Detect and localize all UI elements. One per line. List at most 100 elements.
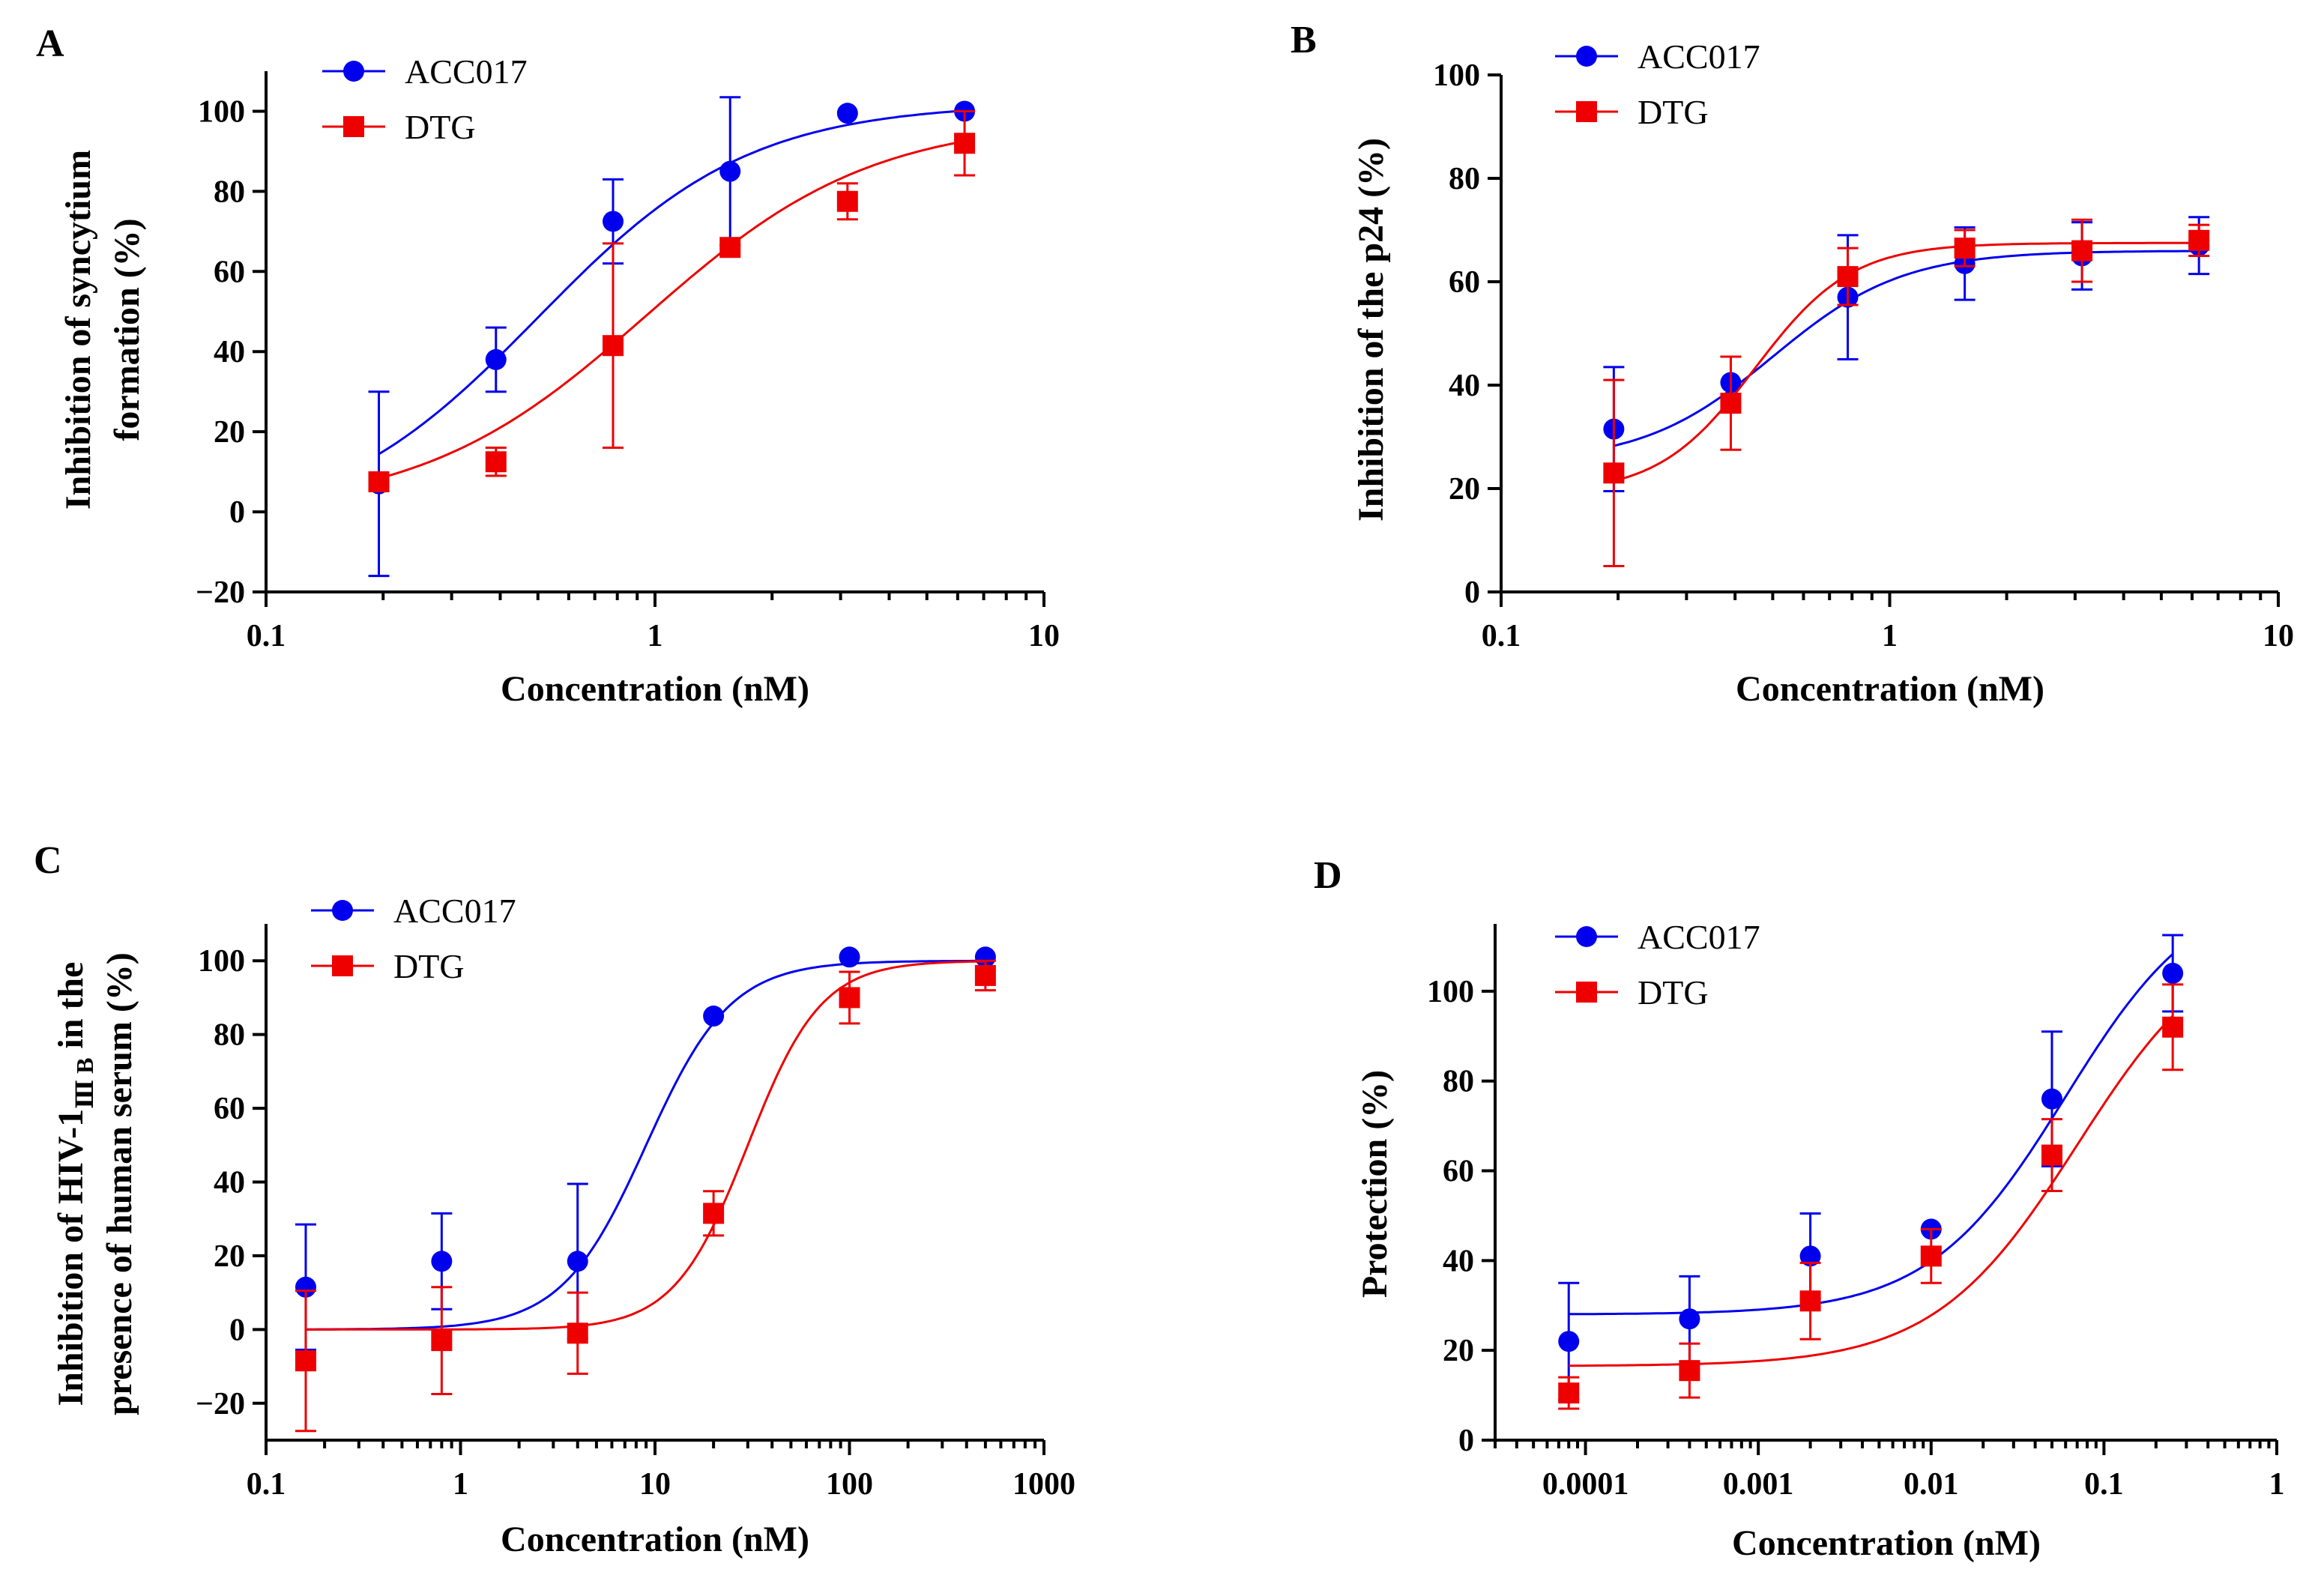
x-tick-label: 1 xyxy=(1882,619,1898,653)
legend-label: DTG xyxy=(1638,93,1709,131)
x-tick-label: 0.001 xyxy=(1723,1467,1794,1502)
x-axis-title: Concentration (nM) xyxy=(501,669,809,709)
data-point xyxy=(2041,1088,2062,1110)
data-point xyxy=(2188,229,2210,251)
data-point xyxy=(1799,1290,1821,1312)
legend-label: ACC017 xyxy=(1638,37,1760,76)
legend: ACC017 DTG xyxy=(311,892,516,985)
panel-letter: D xyxy=(1314,854,1342,897)
data-point xyxy=(431,1330,453,1352)
y-tick-label: 60 xyxy=(214,255,245,289)
y-tick-label: 20 xyxy=(1449,472,1480,507)
x-tick-label: 1000 xyxy=(1012,1467,1075,1502)
y-axis-title: Inhibition of the p24 (%) xyxy=(1351,138,1391,522)
data-point xyxy=(1679,1360,1700,1382)
y-tick-label: 0 xyxy=(1464,575,1480,610)
legend-label: ACC017 xyxy=(405,52,528,91)
legend: ACC017 DTG xyxy=(1555,918,1760,1012)
y-tick-label: 80 xyxy=(1443,1065,1474,1099)
y-axis-title-subscript: Ⅲ B xyxy=(71,1058,98,1109)
data-point xyxy=(1603,462,1625,484)
data-point xyxy=(2162,962,2184,984)
data-point xyxy=(1558,1382,1580,1404)
legend: ACC017 DTG xyxy=(322,52,528,146)
x-tick-label: 0.1 xyxy=(2084,1467,2124,1502)
x-tick-label: 0.01 xyxy=(1904,1467,1959,1502)
fit-curve xyxy=(1614,250,2200,447)
legend-label: DTG xyxy=(393,947,465,985)
legend-label: DTG xyxy=(405,108,476,146)
y-tick-label: 100 xyxy=(198,944,245,979)
series-dtg xyxy=(295,959,996,1433)
data-point xyxy=(295,1276,316,1298)
fit-curve xyxy=(1614,241,2200,483)
y-axis-title: Inhibition of syncytium xyxy=(58,150,98,510)
series-acc017 xyxy=(1603,216,2210,492)
data-point xyxy=(567,1323,588,1344)
x-tick-label: 0.0001 xyxy=(1542,1467,1629,1502)
data-point xyxy=(839,987,860,1009)
y-tick-label: 40 xyxy=(214,335,245,369)
y-tick-label: −20 xyxy=(196,1387,245,1421)
x-tick-label: 0.1 xyxy=(1482,619,1521,653)
x-tick-label: 1 xyxy=(453,1467,468,1502)
y-axis-title: Inhibition of HIV-1Ⅲ B in the xyxy=(51,962,98,1406)
data-point xyxy=(2162,1016,2184,1038)
y-tick-label: 60 xyxy=(1449,265,1480,300)
fit-curve xyxy=(378,109,965,456)
fit-curve xyxy=(1569,1015,2174,1367)
y-tick-label: 100 xyxy=(1433,58,1480,93)
data-point xyxy=(567,1251,588,1272)
legend-label: ACC017 xyxy=(1638,918,1760,956)
y-axis-title-main: Inhibition of HIV-1 xyxy=(51,1109,91,1406)
legend-marker xyxy=(1576,982,1597,1003)
data-point xyxy=(703,1006,725,1027)
legend-marker xyxy=(1576,926,1597,947)
data-point xyxy=(431,1251,453,1272)
series-dtg xyxy=(1603,218,2210,567)
y-tick-label: 60 xyxy=(1443,1155,1474,1189)
y-tick-label: 0 xyxy=(229,1313,245,1347)
data-point xyxy=(485,451,507,473)
x-tick-label: 1 xyxy=(648,619,663,653)
data-point xyxy=(1720,393,1742,414)
y-tick-label: 0 xyxy=(229,495,245,530)
data-point xyxy=(2041,1144,2062,1166)
data-point xyxy=(1954,238,1976,259)
x-tick-label: 100 xyxy=(826,1467,873,1502)
y-axis-title: Protection (%) xyxy=(1355,1070,1395,1298)
y-tick-label: 40 xyxy=(1449,369,1480,403)
data-point xyxy=(1799,1245,1821,1267)
series-dtg xyxy=(368,109,976,492)
data-point xyxy=(1679,1308,1700,1330)
data-point xyxy=(719,160,741,182)
data-point xyxy=(1558,1331,1580,1352)
y-tick-label: 20 xyxy=(1443,1334,1474,1368)
panel-letter: A xyxy=(36,22,64,65)
y-tick-label: 20 xyxy=(214,415,245,450)
y-tick-label: 80 xyxy=(1449,162,1480,196)
x-tick-label: 10 xyxy=(2263,619,2294,653)
x-axis-title: Concentration (nM) xyxy=(1732,1523,2041,1563)
x-tick-label: 0.1 xyxy=(247,619,286,653)
panel-letter: B xyxy=(1291,19,1317,61)
panel-letter: C xyxy=(34,839,62,882)
legend-marker xyxy=(1576,101,1597,122)
data-point xyxy=(485,348,507,370)
legend-marker xyxy=(332,900,353,921)
data-point xyxy=(295,1350,316,1372)
data-point xyxy=(974,964,996,986)
panel-b: B 0 20 40 60 80 100 0.1 1 10 Concentration (nM) Inh… xyxy=(1291,19,2294,709)
y-tick-label: 40 xyxy=(1443,1244,1474,1278)
legend-marker xyxy=(1576,46,1597,67)
y-tick-label: 60 xyxy=(214,1092,245,1126)
y-axis-title: presence of human serum (%) xyxy=(100,952,139,1415)
legend: ACC017 DTG xyxy=(1555,37,1760,131)
panel-c: C −20 0 20 40 60 80 100 0.1 1 10 100 1000 Concentrati… xyxy=(34,839,1075,1559)
legend-marker xyxy=(343,116,364,137)
x-tick-label: 0.1 xyxy=(247,1467,286,1502)
y-axis-title-suffix: in the xyxy=(51,962,91,1058)
y-tick-label: 100 xyxy=(198,94,245,129)
x-tick-label: 1 xyxy=(2269,1467,2285,1502)
